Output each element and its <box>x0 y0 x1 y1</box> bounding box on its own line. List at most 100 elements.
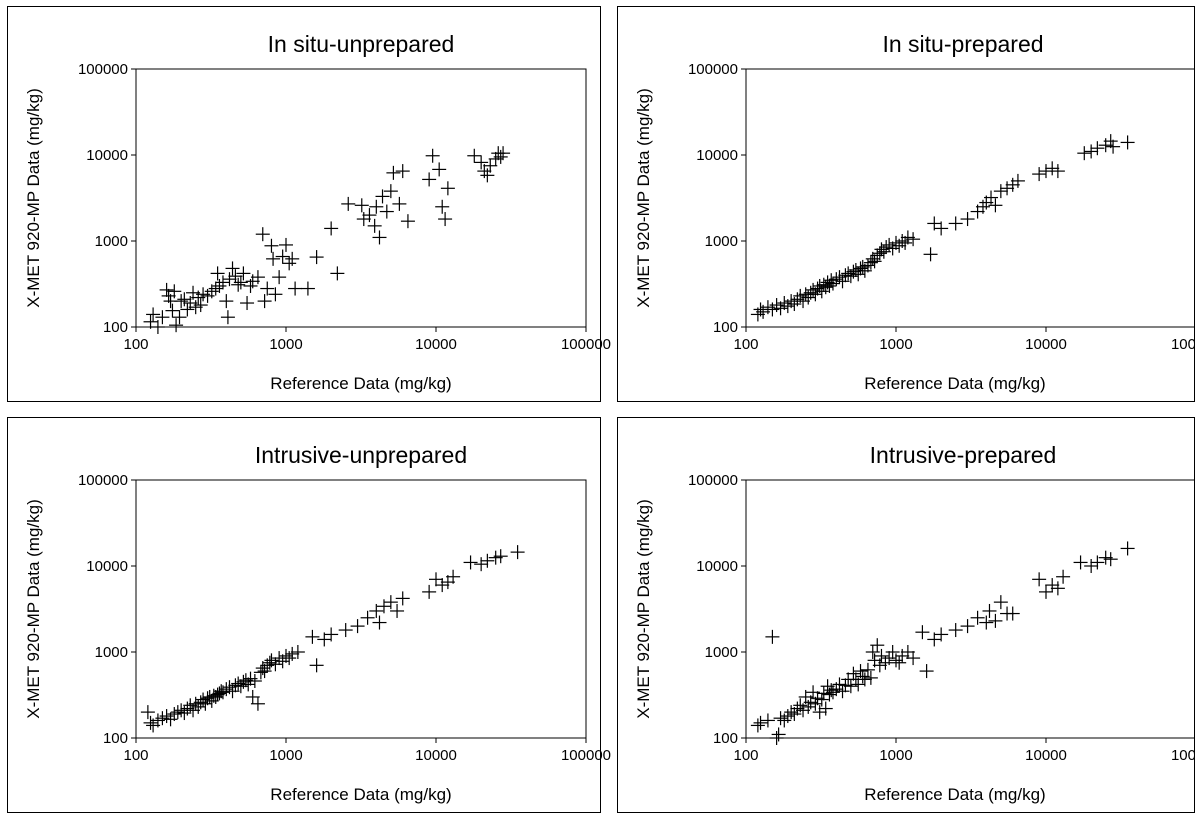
y-tick-label: 1000 <box>95 233 128 250</box>
data-point <box>275 654 290 669</box>
data-point <box>970 610 985 625</box>
data-point <box>262 655 277 670</box>
y-tick-label: 10000 <box>86 147 128 164</box>
scatter-chart-insitu-unprepared: In situ-unprepared X-MET 920-MP Data (mg… <box>24 31 611 393</box>
data-point <box>898 235 913 250</box>
data-point <box>474 155 489 170</box>
data-point <box>867 254 882 269</box>
data-point <box>210 687 225 702</box>
chart-panel-intrusive-prepared: Intrusive-prepared X-MET 920-MP Data (mg… <box>617 417 1195 813</box>
data-point <box>923 247 938 262</box>
data-point <box>285 646 300 661</box>
data-point <box>860 662 875 677</box>
data-point <box>863 670 878 685</box>
data-point <box>984 190 999 205</box>
data-point <box>1084 144 1099 159</box>
data-point <box>435 578 450 593</box>
data-point <box>260 281 275 296</box>
x-tick-label: 10000 <box>415 336 457 353</box>
data-point <box>882 651 897 666</box>
data-point <box>228 678 243 693</box>
data-point <box>360 610 375 625</box>
data-point <box>771 727 786 742</box>
data-point <box>784 705 799 720</box>
data-point <box>386 165 401 180</box>
data-point <box>379 204 394 219</box>
data-point <box>392 196 407 211</box>
scatter-chart-insitu-prepared: In situ-prepared X-MET 920-MP Data (mg/k… <box>634 31 1195 393</box>
data-point <box>395 164 410 179</box>
data-point <box>330 266 345 281</box>
data-point <box>275 249 290 264</box>
data-point <box>769 298 784 313</box>
data-point <box>174 294 189 309</box>
data-point <box>934 221 949 236</box>
data-point <box>383 595 398 610</box>
data-point <box>163 712 178 727</box>
data-point <box>1050 164 1065 179</box>
x-tick-label: 10000 <box>415 747 457 764</box>
data-point <box>1120 135 1135 150</box>
data-point <box>174 703 189 718</box>
data-point <box>838 268 853 283</box>
data-point <box>846 666 861 681</box>
x-tick-label: 100 <box>123 336 148 353</box>
data-point <box>266 251 281 266</box>
data-point <box>309 658 324 673</box>
chart-title: In situ-unprepared <box>268 31 455 57</box>
data-point <box>177 292 192 307</box>
data-point <box>853 664 868 679</box>
data-point <box>438 212 453 227</box>
data-point <box>1103 552 1118 567</box>
y-tick-label: 100000 <box>78 472 128 489</box>
data-point <box>155 310 170 325</box>
data-point <box>467 148 482 163</box>
data-point <box>383 184 398 199</box>
data-point <box>338 623 353 638</box>
data-point <box>204 284 219 299</box>
data-point <box>309 250 324 265</box>
data-point <box>818 701 833 716</box>
data-point <box>146 307 161 322</box>
data-point <box>425 148 440 163</box>
x-tick-label: 100 <box>733 747 758 764</box>
data-point <box>1039 584 1053 599</box>
plot-area <box>135 479 587 739</box>
data-point <box>773 711 788 726</box>
data-point <box>440 181 455 196</box>
data-point <box>220 310 235 325</box>
data-point <box>210 266 225 281</box>
data-point <box>993 595 1008 610</box>
data-point <box>288 281 303 296</box>
data-point <box>474 557 489 572</box>
data-point <box>885 241 900 256</box>
data-point <box>906 651 921 666</box>
data-point <box>236 266 251 281</box>
data-point <box>264 238 279 253</box>
data-point <box>324 221 339 236</box>
chart-panel-insitu-unprepared: In situ-unprepared X-MET 920-MP Data (mg… <box>7 6 611 402</box>
data-point <box>872 658 887 673</box>
data-point <box>219 682 234 697</box>
data-point <box>215 275 230 290</box>
data-point <box>790 292 805 307</box>
data-point <box>885 645 900 659</box>
x-tick-label: 100000 <box>1171 336 1195 353</box>
data-point <box>851 267 866 282</box>
data-point <box>435 199 450 214</box>
data-point <box>429 572 443 587</box>
data-point <box>241 677 256 692</box>
y-axis-label: X-MET 920-MP Data (mg/kg) <box>24 88 43 308</box>
y-tick-label: 100 <box>713 319 738 336</box>
data-point <box>1077 146 1092 161</box>
data-point <box>863 255 878 270</box>
data-point <box>140 705 155 720</box>
data-point <box>510 545 525 560</box>
data-point <box>167 707 182 722</box>
data-point <box>1045 161 1060 176</box>
data-point <box>150 320 165 334</box>
data-point <box>814 692 829 707</box>
data-point <box>1090 555 1105 570</box>
data-point <box>993 184 1008 199</box>
y-axis-label: X-MET 920-MP Data (mg/kg) <box>634 88 653 308</box>
